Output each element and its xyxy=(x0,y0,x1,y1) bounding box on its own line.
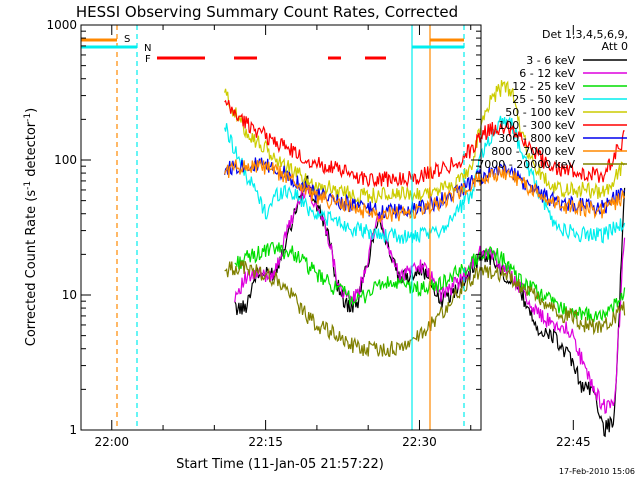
legend-label-50-100-kev: 50 - 100 keV xyxy=(505,106,575,119)
legend-label-3-6-kev: 3 - 6 keV xyxy=(526,54,575,67)
chart-title: HESSI Observing Summary Count Rates, Cor… xyxy=(76,3,458,21)
x-tick-label: 22:30 xyxy=(402,435,437,449)
legend-label-6-12-kev: 6 - 12 keV xyxy=(519,67,575,80)
x-tick-label: 22:45 xyxy=(556,435,591,449)
legend-header-2: Att 0 xyxy=(602,40,628,53)
annotation-n: N xyxy=(144,43,151,54)
timestamp: 17-Feb-2010 15:06 xyxy=(559,467,635,476)
series-800-7000-kev xyxy=(224,159,626,224)
legend-label-7000-20000-kev: 7000 - 20000 keV xyxy=(477,158,575,171)
series-100-300-kev xyxy=(224,99,625,189)
series-50-100-kev xyxy=(224,80,626,205)
annotation-f: F xyxy=(145,54,151,65)
legend-label-25-50-kev: 25 - 50 keV xyxy=(512,93,575,106)
x-axis-label: Start Time (11-Jan-05 21:57:22) xyxy=(176,457,384,472)
series-25-50-kev xyxy=(224,115,626,244)
annotation-s: S xyxy=(124,34,130,45)
legend-label-12-25-kev: 12 - 25 keV xyxy=(512,80,575,93)
y-tick-label: 10 xyxy=(62,288,77,302)
y-axis-label: Corrected Count Rate (s-1 detector-1) xyxy=(23,108,39,346)
x-tick-label: 22:15 xyxy=(248,435,283,449)
legend-label-300-800-kev: 300 - 800 keV xyxy=(498,132,575,145)
x-tick-label: 22:00 xyxy=(94,435,129,449)
y-tick-label: 1 xyxy=(69,423,77,437)
legend-label-100-300-kev: 100 - 300 keV xyxy=(498,119,575,132)
plot-frame xyxy=(80,24,482,431)
legend-label-800-7000-kev: 800 - 7000 keV xyxy=(491,145,575,158)
y-tick-label: 100 xyxy=(54,153,77,167)
legend-header-1: Det 1,3,4,5,6,9, xyxy=(542,28,628,41)
series-7000-20000-kev xyxy=(224,260,626,358)
y-tick-label: 1000 xyxy=(46,18,77,32)
